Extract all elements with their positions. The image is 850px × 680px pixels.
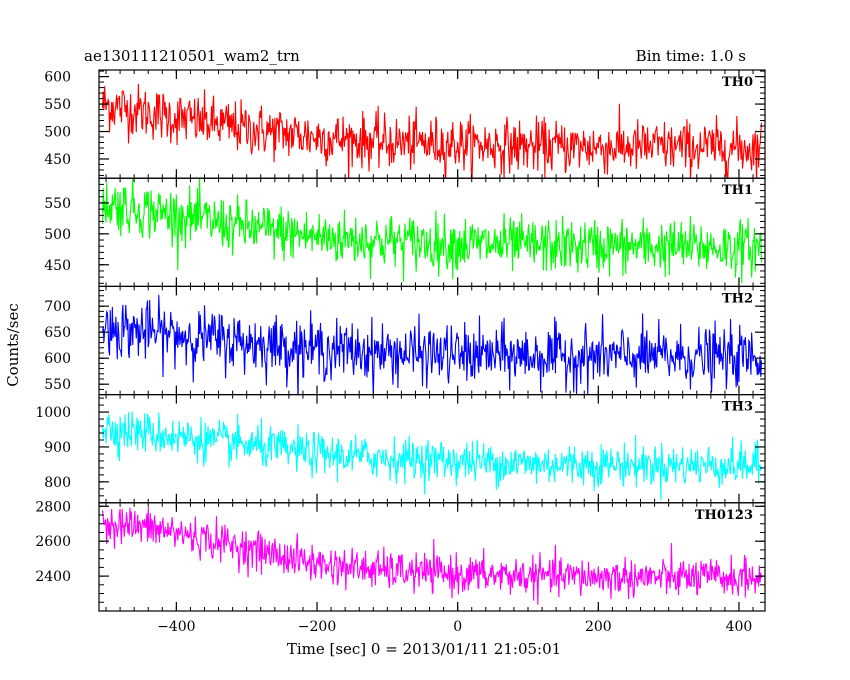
x-axis-label: Time [sec] 0 = 2013/01/11 21:05:01 [287,640,561,658]
y-tick-label-th1: 550 [44,196,71,212]
y-tick-label-th1: 500 [44,227,71,243]
panel-label-th0: TH0 [722,75,753,90]
panel-label-th1: TH1 [722,183,753,198]
panel-frame-th2 [98,285,766,396]
chart-title-right: Bin time: 1.0 s [636,47,746,65]
series-line-th3 [101,411,763,501]
y-tick-label-th0: 600 [44,70,71,86]
panel-frame-th0123 [98,502,766,612]
x-tick-label: 0 [453,619,462,635]
y-tick-label-th2: 650 [44,325,71,341]
y-tick-label-th0123: 2600 [35,534,71,550]
series-line-th2 [101,294,763,395]
y-tick-label-th0: 450 [44,152,71,168]
panel-label-th2: TH2 [722,291,753,306]
x-tick-label: −200 [298,619,336,635]
series-line-th0 [101,83,763,179]
y-tick-label-th0123: 2800 [35,499,71,515]
panel-label-th0123: TH0123 [695,508,753,523]
y-tick-label-th1: 450 [44,258,71,274]
chart-title-left: ae130111210501_wam2_trn [84,47,300,65]
y-tick-label-th2: 600 [44,351,71,367]
y-axis-label: Counts/sec [4,303,22,387]
panel-label-th3: TH3 [722,400,753,415]
y-tick-label-th2: 700 [44,299,71,315]
y-tick-label-th0: 500 [44,125,71,141]
y-tick-label-th3: 800 [44,475,71,491]
x-tick-label: 200 [585,619,612,635]
series-line-th1 [101,178,763,283]
y-tick-label-th2: 550 [44,377,71,393]
y-tick-label-th0: 550 [44,97,71,113]
series-line-th0123 [101,507,763,605]
y-tick-label-th3: 900 [44,440,71,456]
y-tick-label-th3: 1000 [35,405,71,421]
x-tick-label: 400 [726,619,753,635]
panels-group: 450 500 550 600 TH0 450 500 550 TH1 550 600 650 700 T… [35,69,766,635]
x-tick-label: −400 [157,619,195,635]
y-tick-label-th0123: 2400 [35,569,71,585]
